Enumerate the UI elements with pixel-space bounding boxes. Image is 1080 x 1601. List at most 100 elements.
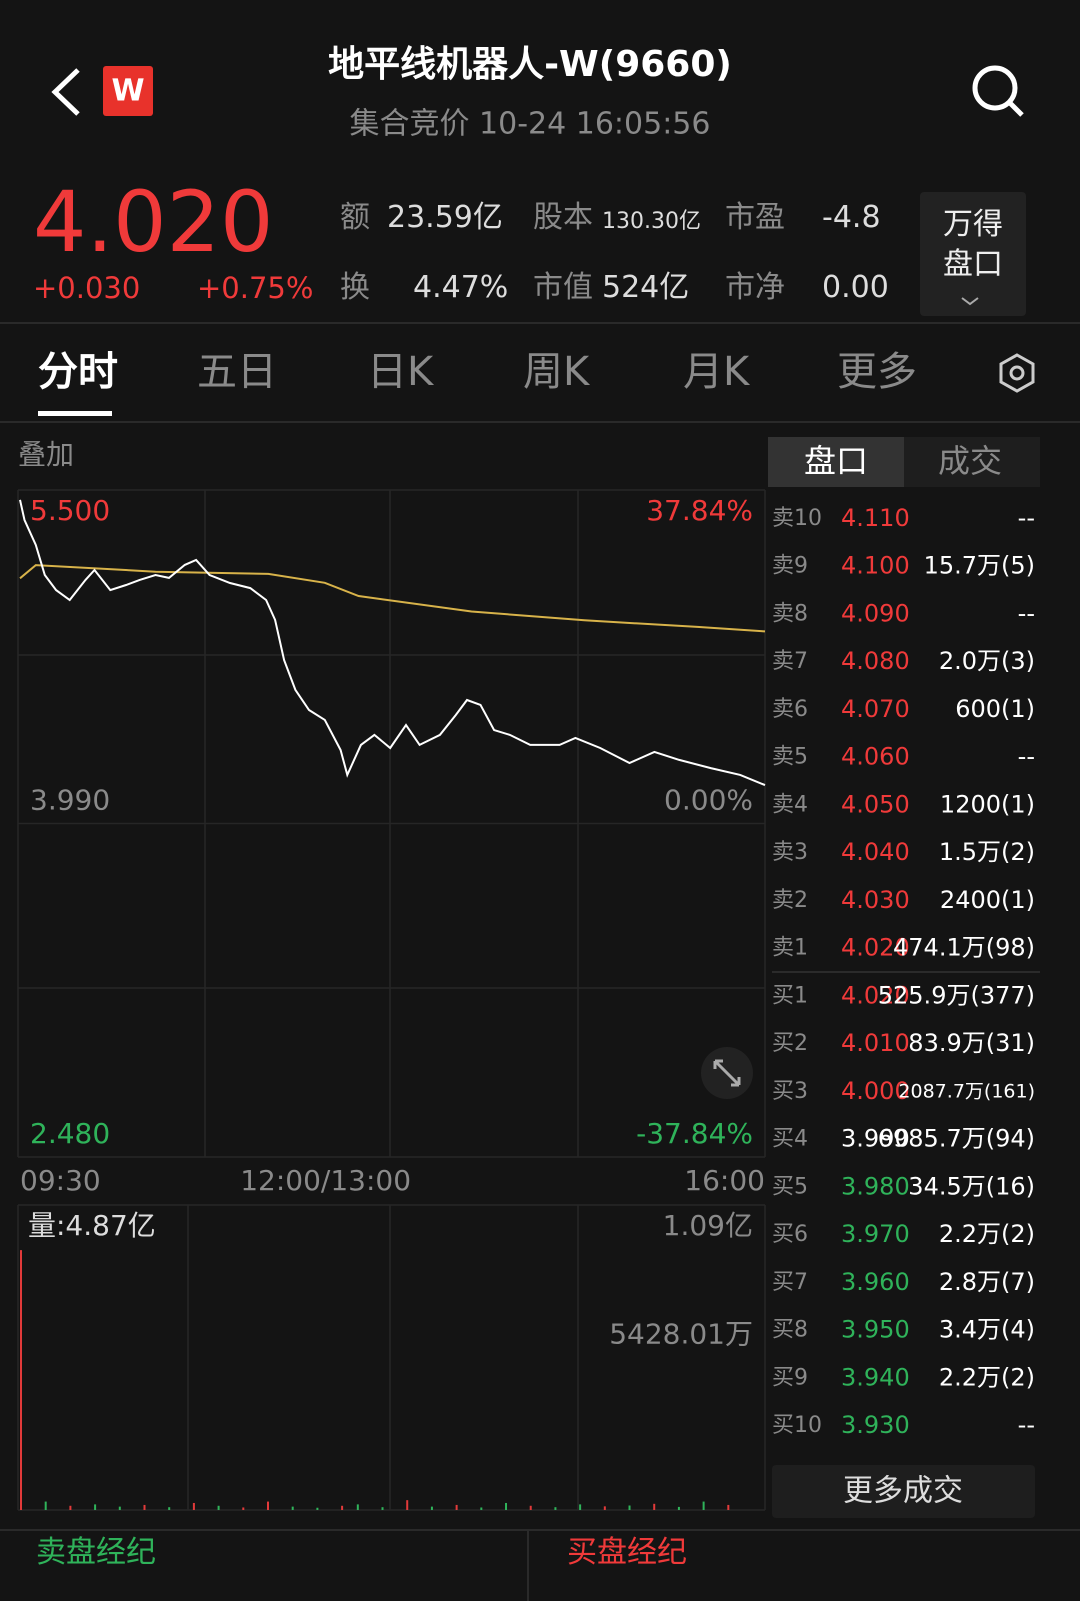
y-tick-label: 5.500 [30, 494, 110, 527]
volume-bar [628, 1505, 631, 1510]
volume-bar [702, 1501, 705, 1510]
book-label: 卖2 [772, 888, 808, 913]
stat-value: 4.47% [413, 270, 509, 305]
book-volume: 474.1万(98) [893, 934, 1035, 962]
book-price: 4.070 [841, 695, 910, 723]
toggle-tab[interactable]: 盘口 [804, 442, 868, 480]
subtitle: 集合竞价 10-24 16:05:56 [350, 107, 711, 142]
book-price: 4.000 [841, 1077, 910, 1105]
book-price: 3.930 [841, 1411, 910, 1439]
y-tick-label: 1.09亿 [663, 1209, 753, 1242]
tab[interactable]: 周K [523, 349, 590, 395]
volume-bar [554, 1507, 557, 1510]
settings-icon[interactable] [999, 353, 1035, 393]
book-price: 4.040 [841, 838, 910, 866]
volume-bar [20, 1250, 22, 1510]
tab[interactable]: 月K [683, 349, 750, 395]
price-line [19, 564, 766, 633]
book-price: 4.090 [841, 599, 910, 627]
volume-bar [242, 1507, 245, 1510]
book-price: 4.030 [841, 886, 910, 914]
title: 地平线机器人-W(9660) [328, 44, 732, 85]
back-icon[interactable] [51, 68, 80, 116]
book-volume: 34.5万(16) [908, 1172, 1035, 1200]
volume-bar [480, 1507, 483, 1510]
book-label: 买5 [772, 1174, 808, 1199]
tab-underline [38, 411, 112, 416]
volume-bar [677, 1506, 680, 1510]
y2-tick-label: 37.84% [646, 494, 753, 527]
volume-bar [529, 1505, 532, 1510]
book-volume: 600(1) [955, 695, 1035, 723]
book-volume: 3.4万(4) [939, 1316, 1035, 1344]
book-price: 3.990 [841, 1125, 910, 1153]
book-volume: 83.9万(31) [908, 1029, 1035, 1057]
volume-bar [381, 1507, 384, 1510]
broker-button-label[interactable]: 万得 [943, 207, 1003, 242]
book-label: 买10 [772, 1413, 822, 1438]
book-price: 3.940 [841, 1363, 910, 1391]
y2-tick-label: -37.84% [636, 1117, 753, 1150]
volume-label: 量:4.87亿 [28, 1209, 156, 1242]
book-price: 4.060 [841, 743, 910, 771]
overlay-button[interactable]: 叠加 [18, 438, 75, 471]
stat-label: 额 [340, 200, 370, 235]
book-label: 买8 [772, 1318, 808, 1343]
volume-bar [727, 1504, 730, 1510]
chart-frame [17, 490, 766, 1511]
book-price: 3.960 [841, 1268, 910, 1296]
book-price: 4.010 [841, 1029, 910, 1057]
book-volume: 2087.7万(161) [898, 1080, 1035, 1102]
change: +0.030 [33, 271, 141, 305]
broker-button-label[interactable]: 盘口 [943, 247, 1003, 282]
volume-bar [579, 1504, 582, 1510]
y-tick-label: 3.990 [30, 784, 110, 817]
stat-label: 市盈 [725, 200, 785, 235]
stat-label: 股本 [533, 200, 593, 235]
stat-value: 130.30亿 [602, 209, 701, 234]
volume-bar [505, 1502, 508, 1510]
book-volume: -- [1018, 743, 1035, 771]
y2-tick-label: 0.00% [664, 784, 753, 817]
book-price: 3.980 [841, 1172, 910, 1200]
footer-tab[interactable]: 买盘经纪 [567, 1535, 687, 1570]
volume-bar [356, 1504, 359, 1510]
book-price: 3.970 [841, 1220, 910, 1248]
book-label: 买2 [772, 1031, 808, 1056]
volume-bar [316, 1507, 319, 1510]
footer-tab[interactable]: 卖盘经纪 [36, 1535, 156, 1570]
book-label: 卖10 [772, 506, 822, 531]
volume-bar [44, 1501, 47, 1510]
book-label: 卖4 [772, 792, 808, 817]
search-icon[interactable] [972, 65, 1024, 117]
tab[interactable]: 日K [367, 349, 434, 395]
book-price: 4.020 [841, 981, 910, 1009]
volume-bar [291, 1506, 294, 1510]
expand-icon[interactable] [701, 1047, 753, 1099]
book-volume: -- [1018, 504, 1035, 532]
stat-label: 市值 [533, 270, 593, 305]
tab[interactable]: 更多 [837, 349, 917, 395]
book-volume: 2.0万(3) [939, 647, 1035, 675]
tab[interactable]: 分时 [38, 349, 118, 395]
tab[interactable]: 五日 [197, 349, 277, 395]
toggle-tab[interactable]: 成交 [938, 442, 1002, 480]
book-label: 买1 [772, 983, 808, 1008]
price: 4.020 [33, 173, 274, 271]
badge: W [111, 74, 144, 109]
stat-value: 0.00 [822, 270, 889, 305]
book-price: 4.020 [841, 934, 910, 962]
book-label: 卖7 [772, 649, 808, 674]
book-volume: 2400(1) [940, 886, 1035, 914]
more-button-label[interactable]: 更多成交 [843, 1474, 963, 1509]
volume-bar [118, 1506, 121, 1510]
book-price: 4.110 [841, 504, 910, 532]
book-price: 3.950 [841, 1316, 910, 1344]
volume-bar [455, 1504, 458, 1510]
broker-button[interactable] [920, 192, 1026, 316]
book-price: 4.050 [841, 790, 910, 818]
book-volume: 1.5万(2) [939, 838, 1035, 866]
more-button[interactable] [772, 1465, 1035, 1518]
toggle-active[interactable] [768, 437, 904, 487]
price-chart: 5.500 3.990 2.480 37.84% 0.00% -37.84% 09:30 12… [18, 489, 766, 1197]
